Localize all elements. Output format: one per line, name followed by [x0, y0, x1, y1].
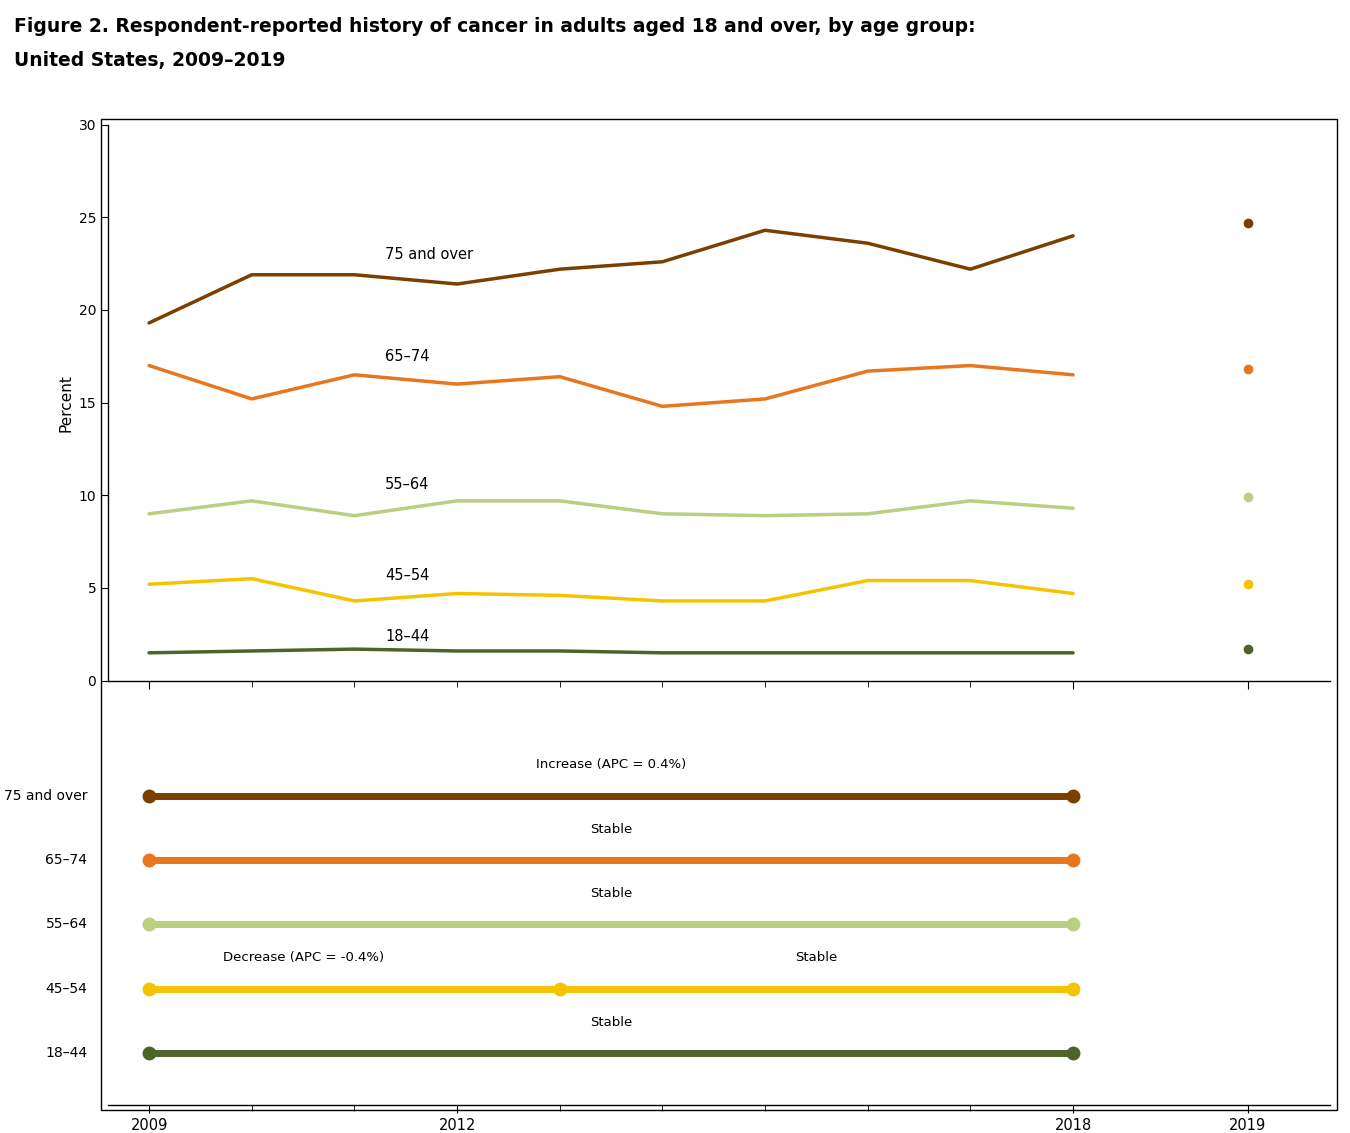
Y-axis label: Percent: Percent: [58, 374, 73, 432]
Text: Stable: Stable: [795, 952, 837, 964]
Text: Stable: Stable: [590, 1015, 632, 1029]
Text: 65–74: 65–74: [46, 853, 88, 867]
Text: Figure 2. Respondent-reported history of cancer in adults aged 18 and over, by a: Figure 2. Respondent-reported history of…: [14, 17, 975, 36]
Text: 55–64: 55–64: [46, 918, 88, 931]
Text: 45–54: 45–54: [46, 982, 88, 996]
Text: 45–54: 45–54: [385, 569, 429, 583]
Text: Stable: Stable: [590, 887, 632, 900]
Text: Increase (APC = 0.4%): Increase (APC = 0.4%): [536, 758, 686, 772]
Text: Decrease (APC = -0.4%): Decrease (APC = -0.4%): [223, 952, 383, 964]
Text: 18–44: 18–44: [46, 1046, 88, 1060]
Text: 75 and over: 75 and over: [385, 247, 474, 262]
Text: 75 and over: 75 and over: [4, 789, 88, 802]
Text: 18–44: 18–44: [385, 629, 429, 644]
Text: 65–74: 65–74: [385, 349, 429, 364]
Text: United States, 2009–2019: United States, 2009–2019: [14, 51, 285, 70]
Text: 55–64: 55–64: [385, 477, 429, 492]
Text: Stable: Stable: [590, 823, 632, 835]
